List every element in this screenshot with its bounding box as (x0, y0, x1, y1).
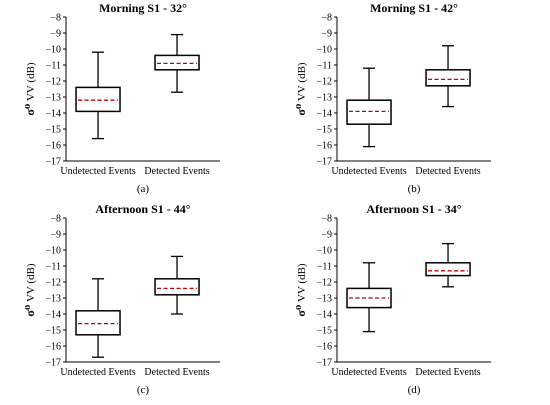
y-tick-label: −8 (321, 214, 332, 225)
y-axis-label-symbol: σ⁰ (294, 104, 308, 116)
box-2 (425, 242, 471, 288)
chart-panel-3: Afternoon S1 - 44° −8 −9 −10 −11 −12 −13 −14 −15… (23, 202, 220, 396)
box-2 (154, 33, 200, 93)
iqr-box (75, 86, 121, 113)
chart-title: Morning S1 - 42° (370, 1, 458, 15)
y-tick-label: −10 (316, 246, 332, 257)
category-label: Detected Events (415, 166, 480, 177)
category-label: Detected Events (144, 367, 209, 378)
iqr-box (346, 99, 392, 125)
y-tick-label: −10 (45, 45, 61, 56)
iqr-box (75, 310, 121, 336)
box-2 (154, 255, 200, 315)
category-label: Undetected Events (60, 166, 135, 177)
y-tick-label: −15 (45, 326, 61, 337)
y-tick-label: −13 (45, 93, 61, 104)
y-axis-label-symbol: σ⁰ (294, 305, 308, 317)
y-tick-label: −12 (316, 278, 332, 289)
y-tick-label: −9 (50, 230, 61, 241)
category-label: Undetected Events (60, 367, 135, 378)
y-tick-label: −11 (317, 262, 332, 273)
y-tick-label: −9 (321, 230, 332, 241)
y-tick-label: −10 (45, 246, 61, 257)
chart-panel-2: Morning S1 - 42° −8 −9 −10 −11 −12 −13 −14 −15 −1… (294, 1, 491, 195)
box-1 (346, 262, 392, 333)
category-label: Detected Events (415, 367, 480, 378)
y-axis-label-text: VV (dB) (25, 62, 37, 104)
y-tick-label: −9 (321, 29, 332, 40)
y-tick-label: −11 (46, 262, 61, 273)
y-axis-label: σ⁰ VV (dB) (23, 263, 37, 316)
box-1 (75, 51, 121, 140)
y-tick-label: −11 (46, 61, 61, 72)
category-label: Detected Events (144, 166, 209, 177)
box-1 (346, 67, 392, 148)
chart-panel-1: Morning S1 - 32° −8 −9 −10 −11 −12 −13 −14 −15 −1… (23, 1, 220, 195)
y-tick-label: −9 (50, 29, 61, 40)
y-tick-label: −16 (316, 141, 332, 152)
y-axis-label: σ⁰ VV (dB) (294, 62, 308, 115)
panel-caption: (b) (408, 183, 421, 195)
y-tick-label: −16 (45, 141, 61, 152)
iqr-box (154, 54, 200, 71)
y-axis-label-text: VV (dB) (25, 263, 37, 305)
y-axis-label: σ⁰ VV (dB) (294, 263, 308, 316)
category-label: Undetected Events (331, 367, 406, 378)
panel-caption: (d) (408, 384, 421, 396)
y-axis-label-symbol: σ⁰ (23, 305, 37, 317)
chart-title: Morning S1 - 32° (99, 1, 187, 15)
y-tick-label: −14 (316, 310, 332, 321)
y-tick-label: −8 (50, 13, 61, 24)
y-tick-label: −13 (45, 294, 61, 305)
panel-caption: (c) (137, 384, 150, 396)
y-tick-label: −15 (316, 125, 332, 136)
y-tick-label: −11 (317, 61, 332, 72)
y-tick-label: −16 (45, 342, 61, 353)
y-tick-label: −15 (45, 125, 61, 136)
y-axis-label: σ⁰ VV (dB) (23, 62, 37, 115)
y-tick-label: −10 (316, 45, 332, 56)
y-tick-label: −17 (45, 157, 61, 168)
y-tick-label: −12 (316, 77, 332, 88)
y-axis-label-text: VV (dB) (296, 263, 308, 305)
category-label: Undetected Events (331, 166, 406, 177)
iqr-box (425, 262, 471, 277)
y-tick-label: −15 (316, 326, 332, 337)
y-tick-label: −17 (45, 358, 61, 369)
box-2 (425, 45, 471, 108)
y-tick-label: −8 (50, 214, 61, 225)
iqr-box (425, 69, 471, 87)
y-tick-label: −16 (316, 342, 332, 353)
y-tick-label: −14 (45, 310, 61, 321)
y-tick-label: −14 (316, 109, 332, 120)
y-tick-label: −17 (316, 358, 332, 369)
y-axis-label-text: VV (dB) (296, 62, 308, 104)
y-tick-label: −12 (45, 77, 61, 88)
y-tick-label: −8 (321, 13, 332, 24)
y-tick-label: −13 (316, 93, 332, 104)
chart-title: Afternoon S1 - 44° (95, 202, 190, 216)
y-tick-label: −17 (316, 157, 332, 168)
chart-title: Afternoon S1 - 34° (366, 202, 461, 216)
panel-caption: (a) (137, 183, 150, 195)
box-1 (75, 278, 121, 358)
y-tick-label: −12 (45, 278, 61, 289)
y-tick-label: −13 (316, 294, 332, 305)
chart-panel-4: Afternoon S1 - 34° −8 −9 −10 −11 −12 −13 −14 −15… (294, 202, 491, 396)
y-tick-label: −14 (45, 109, 61, 120)
iqr-box (154, 278, 200, 296)
y-axis-label-symbol: σ⁰ (23, 104, 37, 116)
